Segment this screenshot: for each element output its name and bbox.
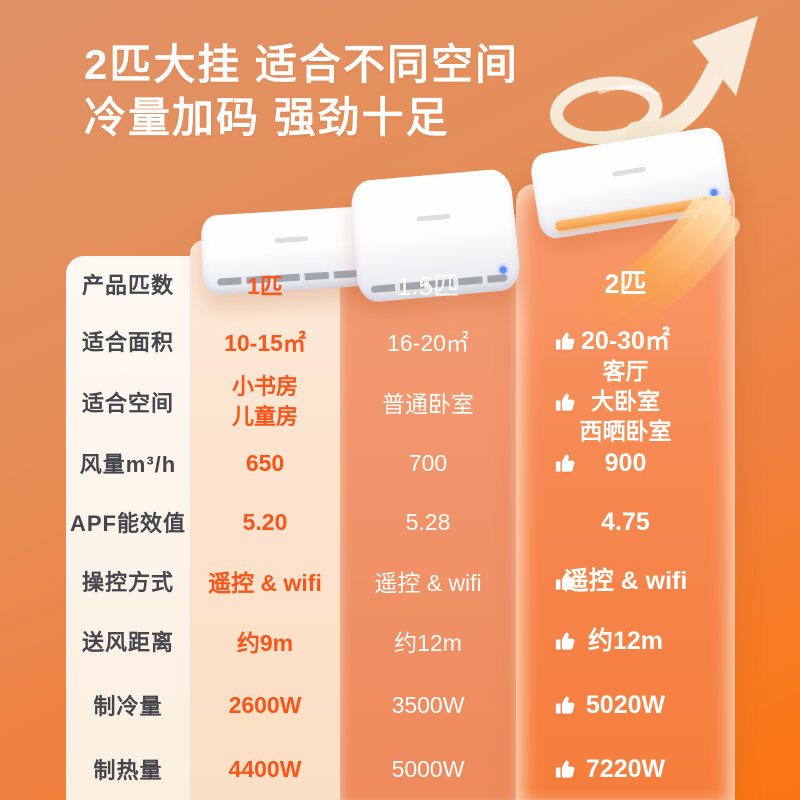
column-1-5hp-panel <box>340 206 516 800</box>
row-label-space: 适合空间 <box>81 391 174 416</box>
cell-airflow-2hp: 900 <box>516 434 735 492</box>
cell-heating-2hp: 7220W <box>516 738 735 800</box>
comparison-table: 产品匹数 1匹 1.5匹 2匹 适合面积 10-15㎡ 16-20㎡ 20-30… <box>66 256 735 800</box>
cell-space-2hp: 客厅 大卧室 西晒卧室 <box>516 358 735 444</box>
row-label-airflow: 风量m³/h <box>79 452 177 477</box>
thumb-up-icon <box>555 760 575 778</box>
thumb-up-icon <box>555 632 575 650</box>
thumb-up-icon <box>555 454 575 472</box>
cell-distance-2hp: 约12m <box>516 610 735 672</box>
label-column-panel <box>66 256 190 800</box>
cell-cooling-2hp: 5020W <box>516 672 735 738</box>
cell-heating-1hp: 4400W <box>228 755 302 782</box>
cell-control-1hp: 遥控 & wifi <box>208 570 322 596</box>
cell-heating-1-5hp: 5000W <box>391 755 465 782</box>
cell-control-2hp: 遥控 & wifi <box>516 552 735 610</box>
cell-2hp-name: 2匹 <box>604 268 647 299</box>
cell-cooling-1-5hp: 3500W <box>391 691 465 718</box>
cell-1-5hp-name: 1.5匹 <box>396 270 460 301</box>
row-label-heating: 制热量 <box>93 758 163 783</box>
title-line-2: 冷量加码 强劲十足 <box>84 94 450 142</box>
cell-airflow-1hp: 650 <box>245 449 285 476</box>
thumb-up-icon <box>555 393 575 411</box>
title-line-1: 2匹大挂 适合不同空间 <box>84 41 520 88</box>
brand-logo-mark <box>612 166 647 178</box>
thumb-up-icon <box>555 332 575 350</box>
cell-control-1-5hp: 遥控 & wifi <box>374 570 482 596</box>
page-title: 2匹大挂 适合不同空间 冷量加码 强劲十足 <box>84 38 519 145</box>
cell-area-1-5hp: 16-20㎡ <box>387 330 469 356</box>
curved-growth-arrow-icon <box>540 8 790 168</box>
row-label-control: 操控方式 <box>81 570 174 595</box>
ac-led-indicator <box>710 188 719 197</box>
cell-space-1hp: 小书房 儿童房 <box>231 374 298 429</box>
column-1hp-panel <box>190 240 340 800</box>
cell-space-1-5hp: 普通卧室 <box>382 391 474 417</box>
cell-airflow-1-5hp: 700 <box>408 449 448 476</box>
row-label-hp: 产品匹数 <box>81 273 174 298</box>
thumb-up-icon <box>555 572 575 590</box>
row-label-area: 适合面积 <box>81 330 174 355</box>
brand-logo-mark <box>274 236 309 244</box>
cell-distance-1-5hp: 约12m <box>394 630 462 656</box>
cell-distance-1hp: 约9m <box>236 630 294 656</box>
cell-1hp-name: 1匹 <box>247 273 283 299</box>
cell-cooling-1hp: 2600W <box>228 691 302 718</box>
row-label-distance: 送风距离 <box>81 630 174 655</box>
cell-area-1hp: 10-15㎡ <box>224 330 306 356</box>
thumb-up-icon <box>555 696 575 714</box>
row-label-apf: APF能效值 <box>69 511 186 536</box>
cell-apf-2hp: 4.75 <box>601 508 650 536</box>
brand-logo-mark <box>416 214 451 223</box>
cell-apf-1hp: 5.20 <box>242 508 288 535</box>
cell-apf-1-5hp: 5.28 <box>405 508 451 535</box>
row-label-cooling: 制冷量 <box>93 694 163 719</box>
